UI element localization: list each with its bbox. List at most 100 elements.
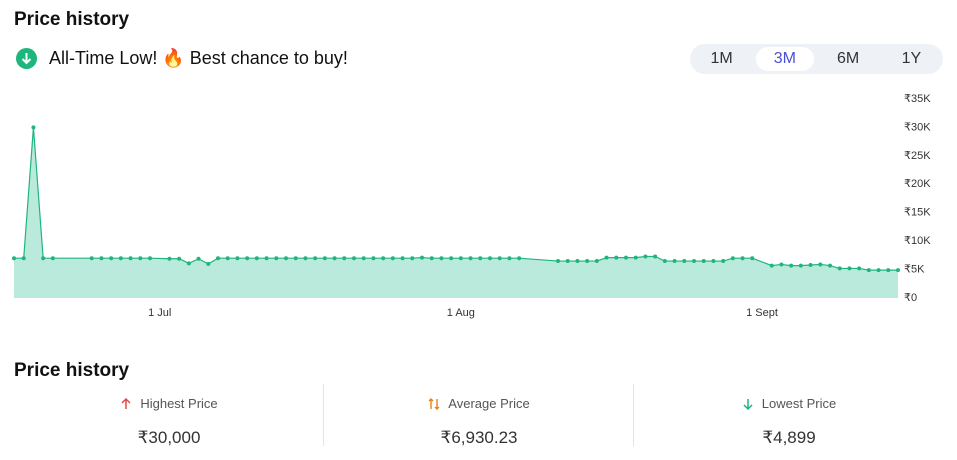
price-point [12,256,16,261]
price-point [361,256,366,261]
price-point [352,256,356,261]
price-point [896,268,900,273]
stat-card: Average Price ₹6,930.23 [324,384,634,447]
price-point [245,256,250,261]
price-point [313,256,318,261]
price-point [371,256,376,261]
stat-card: Highest Price ₹30,000 [14,384,324,447]
price-point [274,256,279,261]
price-point [721,259,726,264]
price-point [50,256,55,261]
y-tick-label: ₹5K [904,263,925,275]
x-tick-label: 1 Sept [746,307,778,319]
y-tick-label: ₹25K [904,150,931,162]
y-tick-label: ₹15K [904,207,931,219]
price-point [99,256,104,261]
price-point [235,256,240,261]
price-point [449,256,454,261]
price-point [118,256,123,261]
price-point [847,266,852,271]
price-point [206,261,211,266]
price-point [293,256,298,261]
price-point [216,256,220,261]
price-point [789,263,794,268]
price-point [730,256,735,261]
price-point [264,256,269,261]
price-point [400,256,405,261]
stat-value: ₹6,930.23 [440,428,518,447]
stat-value: ₹30,000 [137,428,201,447]
price-point [633,255,638,260]
divider [323,384,324,446]
price-point [410,256,415,261]
price-point [565,259,570,264]
up-icon [121,397,131,409]
price-point [31,125,36,130]
swap-icon [428,397,440,410]
x-tick-label: 1 Aug [447,307,475,319]
stat-label: Lowest Price [761,396,837,411]
price-point [556,259,560,264]
price-point [682,259,687,264]
y-tick-label: ₹30K [904,121,931,133]
price-point [342,256,347,261]
stat-value: ₹4,899 [762,428,816,447]
price-point [886,268,891,273]
price-point [653,254,658,259]
price-point [672,259,677,264]
price-point [439,256,444,261]
price-point [128,256,133,261]
stat-label: Highest Price [140,396,218,411]
price-area [14,127,898,298]
price-point [196,256,201,261]
stat-label: Average Price [448,396,530,411]
price-point [614,255,619,260]
price-point [420,255,424,260]
y-tick-label: ₹35K [904,93,931,105]
price-point [769,263,774,268]
price-point [837,266,842,271]
price-point [381,256,386,261]
price-point [517,256,522,261]
range-tab[interactable]: 3M [755,47,814,71]
page-title: Price history [14,9,130,30]
price-point [390,256,395,261]
price-point [478,256,483,261]
price-point [624,255,628,260]
price-point [750,256,755,261]
price-point [779,262,784,267]
price-line [14,127,898,271]
price-point [692,259,696,264]
y-tick-label: ₹20K [904,178,931,190]
price-point [458,256,463,261]
price-point [488,256,492,261]
stats-title: Price history [14,360,130,381]
price-point [643,254,648,259]
range-tab[interactable]: 1Y [901,50,922,67]
price-point [740,256,745,261]
price-point [167,256,172,261]
price-point [109,256,114,261]
price-point [818,262,823,267]
price-point [876,268,881,273]
range-tab[interactable]: 1M [710,50,733,67]
price-point [866,268,871,273]
price-point [585,259,590,264]
price-point [604,255,609,260]
range-tab[interactable]: 6M [837,50,860,67]
price-point [21,256,26,261]
stat-card: Lowest Price ₹4,899 [634,384,944,447]
y-tick-label: ₹10K [904,235,931,247]
range-tabs: 1M 3M 6M 1Y [690,44,943,74]
price-point [711,259,716,264]
price-point [303,256,308,261]
price-point [254,256,259,261]
divider [633,384,634,446]
price-point [322,256,327,261]
price-point [662,259,667,264]
price-point [177,256,182,261]
y-tick-label: ₹0 [904,292,917,304]
price-point [89,256,94,261]
price-point [332,256,337,261]
price-point [798,263,803,268]
